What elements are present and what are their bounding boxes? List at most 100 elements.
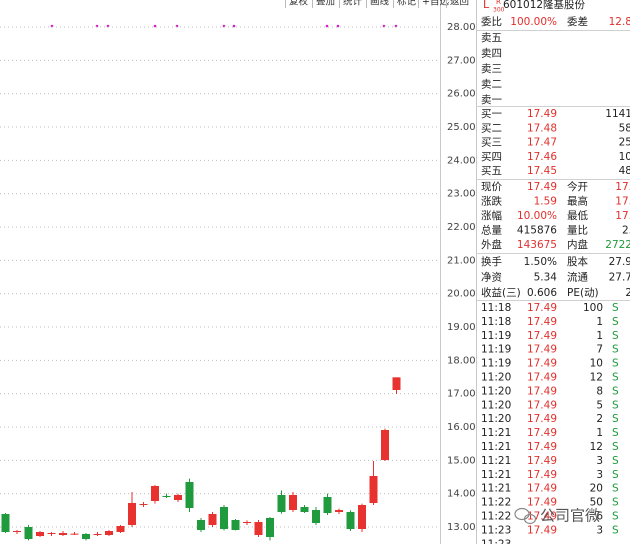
field-label: 委差 bbox=[567, 15, 588, 28]
toolbar-button[interactable]: 复权 bbox=[289, 0, 309, 8]
trade-time: 11:19 bbox=[481, 330, 511, 342]
toolbar-button[interactable]: 返回 bbox=[450, 0, 469, 8]
candle-body bbox=[231, 520, 240, 530]
ask-label: 卖一 bbox=[481, 94, 502, 106]
field-label: 今开 bbox=[567, 180, 588, 193]
candle-body bbox=[105, 531, 113, 535]
field-value: 17. bbox=[615, 181, 630, 193]
trade-volume: 20 bbox=[590, 483, 603, 495]
trade-time: 11:20 bbox=[481, 399, 511, 411]
field-value: 27.9 bbox=[609, 256, 630, 268]
trade-volume: 1 bbox=[596, 427, 603, 439]
candle-body bbox=[277, 495, 286, 512]
trade-time: 11:20 bbox=[481, 413, 511, 425]
candle-body bbox=[93, 534, 102, 535]
field-value: 17. bbox=[615, 210, 630, 222]
bid-volume: 48 bbox=[619, 165, 630, 177]
field-label: 涨幅 bbox=[481, 209, 502, 222]
toolbar-button[interactable]: 画线 bbox=[370, 0, 390, 8]
field-value: 12.8 bbox=[609, 16, 630, 28]
field-label: 总量 bbox=[481, 224, 502, 237]
badge-top: R bbox=[496, 0, 501, 6]
field-value: 2 bbox=[625, 287, 630, 299]
candle-body bbox=[116, 526, 125, 532]
trade-price: 17.49 bbox=[527, 469, 557, 481]
candle-body bbox=[185, 482, 194, 508]
trade-volume: 12 bbox=[590, 441, 603, 453]
toolbar-button[interactable]: +自选 bbox=[422, 0, 449, 8]
trade-volume: 5 bbox=[596, 399, 603, 411]
wechat-bubble bbox=[523, 513, 537, 525]
ask-label: 卖二 bbox=[481, 79, 502, 91]
trade-volume: 3 bbox=[596, 469, 603, 481]
field-value: 17. bbox=[615, 196, 630, 208]
trade-price: 17.49 bbox=[527, 385, 557, 397]
trade-price: 17.49 bbox=[527, 399, 557, 411]
field-label: 涨跌 bbox=[481, 195, 502, 208]
bid-label: 买五 bbox=[481, 165, 502, 177]
trade-time: 11:20 bbox=[481, 385, 511, 397]
candle-body bbox=[47, 533, 56, 534]
trade-price: 17.49 bbox=[527, 316, 557, 328]
ask-label: 卖四 bbox=[481, 48, 502, 60]
trade-time: 11:23 bbox=[481, 538, 511, 544]
toolbar-button[interactable]: 叠加 bbox=[316, 0, 335, 8]
trade-price: 17.49 bbox=[527, 413, 557, 425]
trade-volume: 1 bbox=[596, 316, 603, 328]
trade-volume: 1 bbox=[596, 330, 603, 342]
candle-body bbox=[162, 496, 171, 497]
bid-volume: 10 bbox=[619, 151, 630, 163]
candle-body bbox=[254, 522, 263, 535]
y-tick-label: 27.00 bbox=[447, 55, 476, 66]
trade-price: 17.49 bbox=[527, 358, 557, 370]
candle-body bbox=[220, 507, 228, 529]
toolbar-button[interactable]: 统计 bbox=[343, 0, 363, 8]
stock-code: 601012 bbox=[503, 0, 543, 11]
trade-price: 17.49 bbox=[527, 441, 557, 453]
candle-body bbox=[139, 504, 148, 505]
candle-body bbox=[59, 533, 67, 535]
toolbar-button[interactable]: 标记 bbox=[397, 0, 417, 8]
trade-time: 11:21 bbox=[481, 455, 511, 467]
candle-body bbox=[174, 495, 182, 500]
trade-price: 17.49 bbox=[527, 372, 557, 384]
y-tick-label: 23.00 bbox=[447, 189, 476, 200]
trade-side: S bbox=[612, 358, 619, 370]
candle-body bbox=[300, 507, 309, 512]
field-value: 100.00% bbox=[510, 16, 557, 28]
trade-volume: 6 bbox=[596, 511, 603, 523]
trade-price: 17.49 bbox=[527, 330, 557, 342]
bid-volume: 58 bbox=[619, 122, 630, 134]
candle-body bbox=[82, 534, 90, 539]
y-tick-label: 16.00 bbox=[447, 422, 476, 433]
candle-body bbox=[369, 476, 378, 503]
field-label: 内盘 bbox=[567, 238, 588, 251]
trade-volume: 7 bbox=[596, 344, 603, 356]
bid-price: 17.49 bbox=[527, 108, 557, 120]
trade-volume: 3 bbox=[596, 524, 603, 536]
field-label: PE(动) bbox=[567, 287, 599, 299]
trade-side: S bbox=[612, 372, 619, 384]
field-label: 净资 bbox=[481, 271, 502, 284]
y-tick-label: 15.00 bbox=[447, 455, 476, 466]
y-tick-label: 19.00 bbox=[447, 322, 476, 333]
field-value: 1.50% bbox=[524, 256, 557, 268]
candle-body bbox=[323, 497, 332, 513]
badge: L bbox=[483, 0, 490, 11]
trade-price: 17.49 bbox=[527, 511, 557, 523]
signal-dot bbox=[232, 24, 236, 28]
candle-body bbox=[358, 505, 366, 529]
signal-dot bbox=[153, 24, 157, 28]
trade-side: S bbox=[612, 413, 619, 425]
trade-side: S bbox=[612, 483, 619, 495]
field-value: 143675 bbox=[517, 239, 557, 251]
candle-body bbox=[208, 514, 217, 525]
trade-time: 11:21 bbox=[481, 483, 511, 495]
bid-label: 买二 bbox=[481, 122, 502, 134]
trade-volume: 12 bbox=[590, 372, 603, 384]
trade-side: S bbox=[612, 385, 619, 397]
trade-side: S bbox=[612, 399, 619, 411]
bid-price: 17.47 bbox=[527, 137, 557, 149]
